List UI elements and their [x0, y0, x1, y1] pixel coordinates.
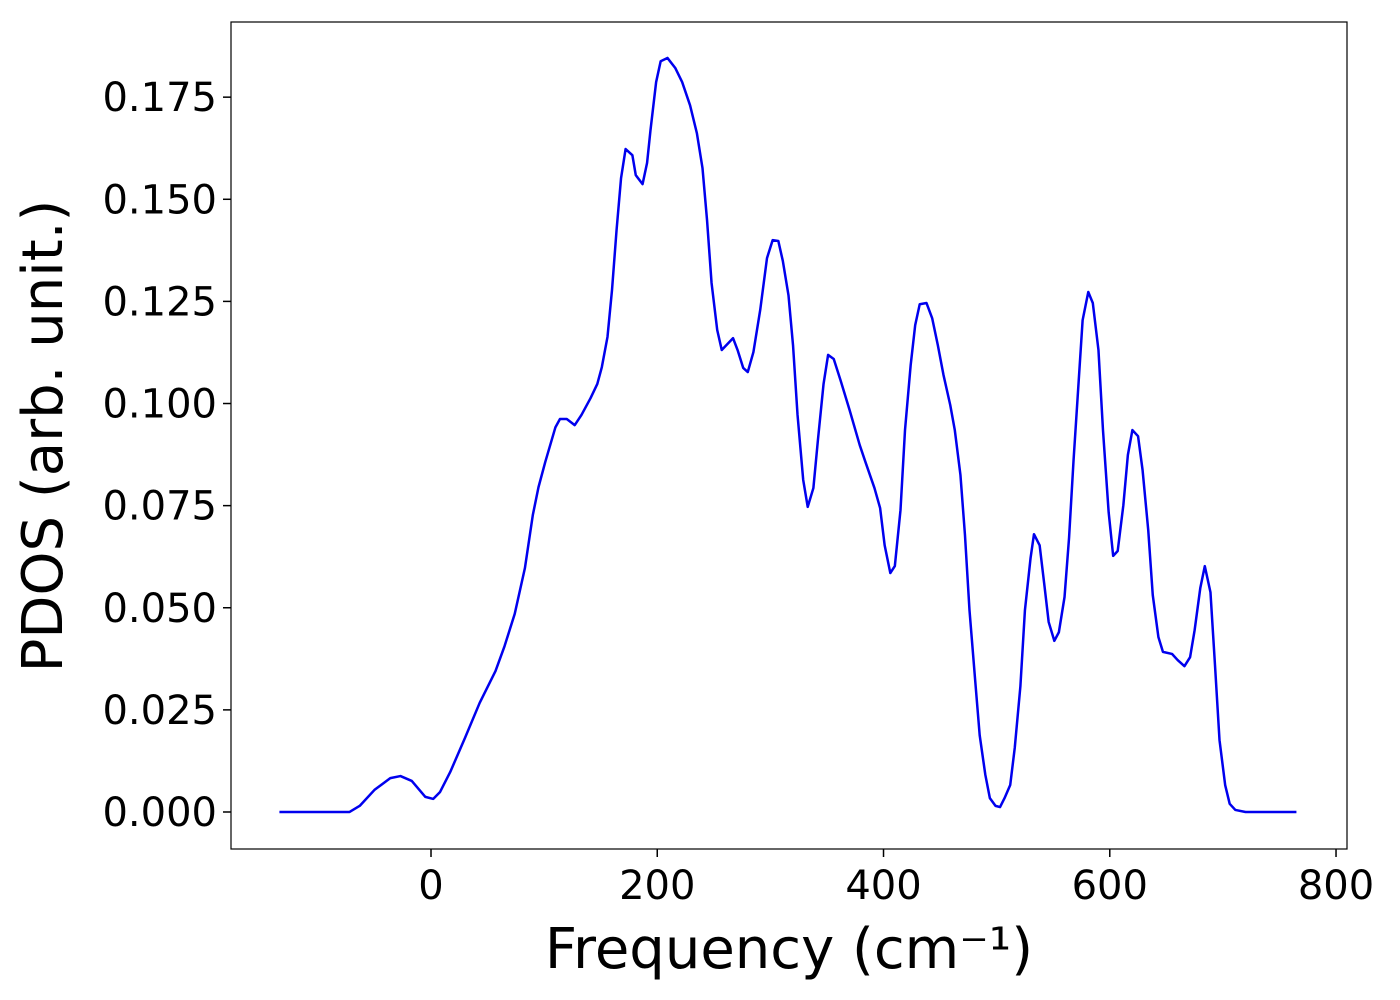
- data-line: [279, 56, 1297, 814]
- y-tick-label: 0.150: [102, 177, 217, 223]
- x-tick-label: 600: [1072, 863, 1148, 909]
- y-tick-label: 0.125: [102, 279, 217, 325]
- y-tick-label: 0.000: [102, 790, 217, 836]
- x-tick-label: 400: [845, 863, 921, 909]
- x-tick-label: 200: [619, 863, 695, 909]
- x-tick-label: 0: [418, 863, 443, 909]
- y-tick-label: 0.100: [102, 382, 217, 428]
- y-tick-label: 0.075: [102, 484, 217, 530]
- y-tick-label: 0.050: [102, 586, 217, 632]
- y-axis-label: PDOS (arb. unit.): [11, 200, 76, 673]
- x-axis-label: Frequency (cm⁻¹): [545, 917, 1033, 982]
- y-tick-label: 0.175: [102, 75, 217, 121]
- plot-frame: [230, 21, 1348, 850]
- y-tick-label: 0.025: [102, 688, 217, 734]
- x-tick-label: 800: [1298, 863, 1374, 909]
